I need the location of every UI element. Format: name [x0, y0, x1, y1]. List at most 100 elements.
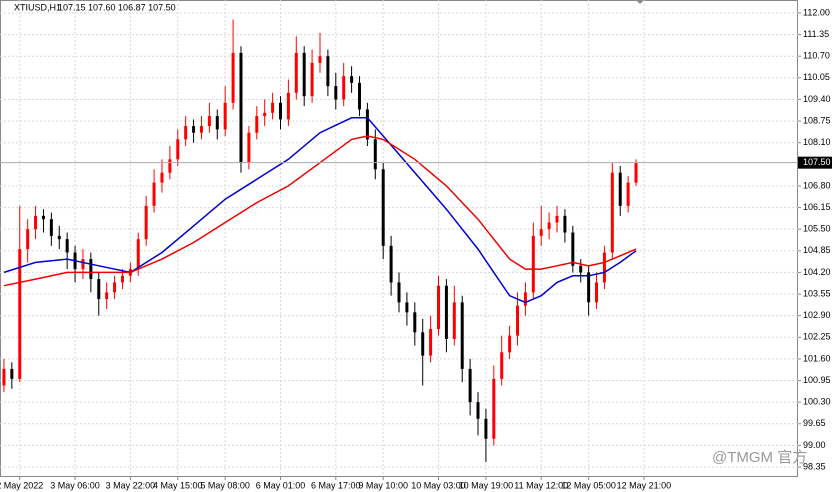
y-tick-label: 102.25 [803, 332, 831, 342]
candle-body [571, 232, 575, 266]
candle-body [152, 182, 156, 206]
candle-body [271, 102, 275, 113]
candle-body [492, 378, 496, 439]
y-tick-label: 99.65 [803, 418, 826, 428]
candle-body [247, 132, 251, 163]
candle-body [57, 235, 61, 240]
candle-body [255, 116, 259, 133]
x-tick-label: 2 May 2022 [0, 480, 43, 490]
candle-body [634, 162, 638, 183]
y-tick-label: 109.40 [803, 94, 831, 104]
candle-body [405, 302, 409, 313]
candle-body [555, 215, 559, 223]
candle-body [484, 418, 488, 439]
ohlc-header: 107.15 107.60 106.87 107.50 [58, 2, 176, 12]
candle-body [334, 86, 338, 100]
candle-body [120, 275, 124, 283]
candle-body [389, 245, 393, 283]
y-tick-label: 110.70 [803, 51, 830, 61]
candle-body [381, 169, 385, 246]
y-tick-label: 111.35 [803, 29, 829, 39]
y-tick-label: 102.90 [803, 310, 831, 320]
candle-body [239, 52, 243, 163]
x-tick-label: 5 May 08:00 [200, 480, 250, 490]
candle-body [421, 332, 425, 356]
candle-body [199, 126, 203, 133]
candle-body [278, 102, 282, 120]
x-tick-label: 6 May 01:00 [256, 480, 306, 490]
candle-body [113, 282, 117, 293]
y-tick-label: 103.55 [803, 288, 831, 298]
candle-body [18, 249, 22, 379]
y-tick-label: 112.00 [803, 7, 830, 17]
current-price-label: 107.50 [803, 157, 831, 167]
candle-body [476, 402, 480, 419]
x-tick-label: 9 May 10:00 [358, 480, 408, 490]
candle-body [26, 229, 30, 250]
y-tick-label: 100.95 [803, 375, 831, 385]
candle-body [413, 312, 417, 333]
y-tick-label: 99.00 [803, 440, 826, 450]
candle-body [579, 265, 583, 273]
candle-body [318, 56, 322, 63]
candle-body [326, 56, 330, 87]
candle-body [444, 285, 448, 339]
x-tick-label: 12 May 05:00 [561, 480, 616, 490]
y-tick-label: 104.85 [803, 245, 831, 255]
candle-body [618, 172, 622, 206]
candle-body [97, 279, 101, 300]
y-tick-label: 100.30 [803, 397, 831, 407]
candle-body [626, 182, 630, 206]
shift-marker [636, 0, 644, 4]
candle-body [223, 102, 227, 130]
y-tick-label: 106.80 [803, 180, 831, 190]
candle-body [184, 126, 188, 140]
candle-body [263, 112, 267, 117]
x-tick-label: 11 May 12:00 [514, 480, 568, 490]
candle-body [231, 52, 235, 103]
candle-body [192, 126, 196, 133]
candle-body [610, 172, 614, 253]
candle-body [452, 302, 456, 339]
y-tick-label: 98.35 [803, 461, 826, 471]
candle-body [595, 282, 599, 303]
candle-body [81, 259, 85, 270]
candle-body [397, 282, 401, 303]
candle-body [41, 215, 45, 220]
candle-body [437, 285, 441, 329]
plot-frame [0, 0, 798, 477]
candle-body [373, 139, 377, 170]
y-tick-label: 110.05 [803, 72, 830, 82]
candle-body [516, 305, 520, 336]
chart-title: XTIUSD,H1 [14, 2, 61, 12]
candle-body [508, 335, 512, 353]
x-tick-label: 4 May 15:00 [153, 480, 203, 490]
candle-body [547, 222, 551, 230]
x-tick-label: 12 May 21:00 [617, 480, 672, 490]
candle-body [144, 205, 148, 240]
candle-body [49, 219, 53, 236]
candle-body [10, 368, 14, 379]
x-tick-label: 3 May 22:00 [106, 480, 156, 490]
candle-body [365, 109, 369, 140]
candle-body [523, 292, 527, 306]
watermark: @TMGM 官方 [712, 449, 807, 466]
candle-body [302, 52, 306, 97]
candle-body [310, 62, 314, 97]
moving-average [3, 117, 637, 304]
candle-body [429, 328, 433, 356]
y-tick-label: 108.10 [803, 137, 831, 147]
candle-body [350, 76, 354, 83]
candle-body [357, 82, 361, 110]
x-tick-label: 6 May 17:00 [311, 480, 361, 490]
y-tick-label: 105.50 [803, 224, 831, 234]
candle-body [136, 239, 140, 270]
candle-body [500, 352, 504, 379]
current-price-box [798, 156, 832, 169]
candle-body [65, 239, 69, 253]
candle-body [160, 172, 164, 183]
candle-body [34, 215, 38, 230]
candle-body [286, 92, 290, 120]
candle-body [602, 252, 606, 283]
